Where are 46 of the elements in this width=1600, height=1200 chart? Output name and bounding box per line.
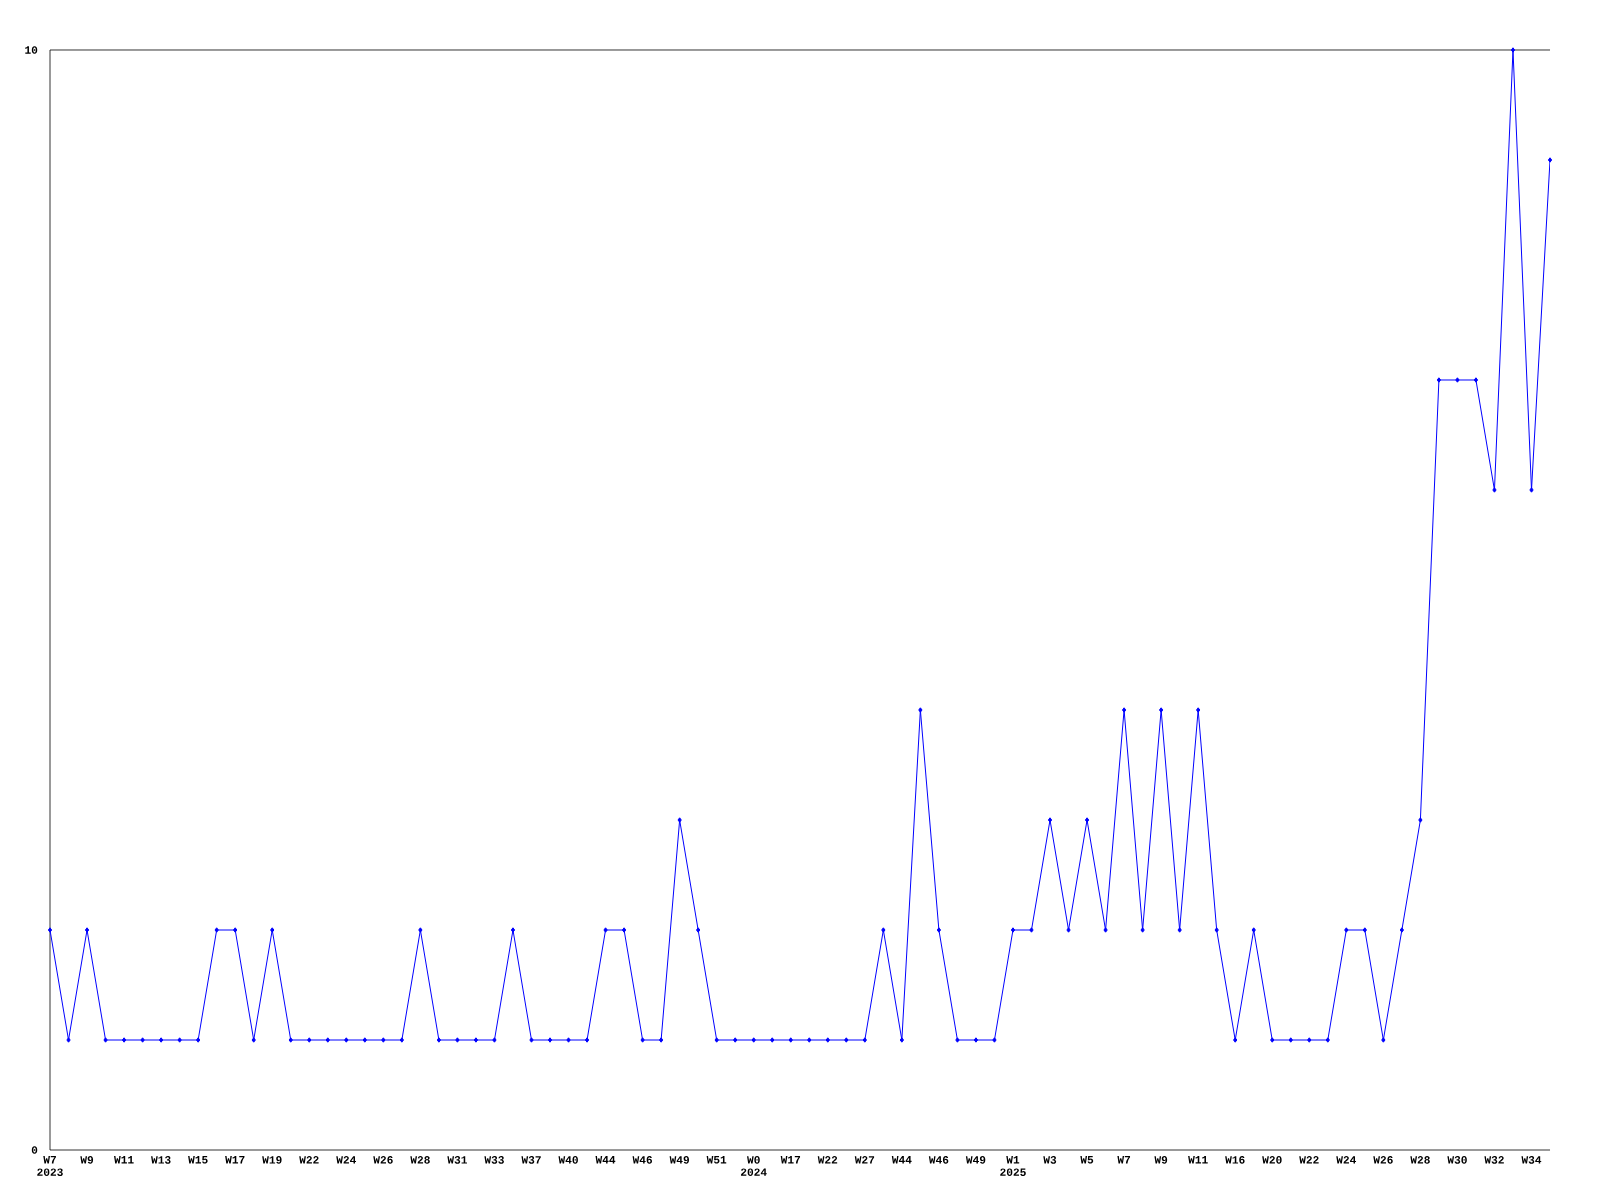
x-tick-label: W40: [558, 1156, 578, 1164]
x-tick-label: W5: [1080, 1156, 1094, 1164]
text: 2023: [37, 1168, 63, 1176]
x-tick-label: W46: [928, 1156, 949, 1164]
x-tick-label: W15: [188, 1156, 208, 1164]
x-tick-label: W16: [1225, 1156, 1245, 1164]
x-tick-label: W37: [521, 1156, 541, 1164]
x-tick-label: W26: [1373, 1156, 1393, 1164]
x-tick-label: W9: [1154, 1156, 1168, 1164]
y-tick-label: 10: [25, 46, 38, 54]
x-tick-label: W51: [706, 1156, 727, 1164]
x-tick-label: W1: [1006, 1156, 1020, 1164]
x-tick-label: W17: [780, 1156, 801, 1164]
x-tick-label: W3: [1043, 1156, 1057, 1164]
x-tick-label: W34: [1521, 1156, 1542, 1164]
x-tick-label: W9: [80, 1156, 94, 1164]
x-tick-label: W33: [484, 1156, 504, 1164]
y-tick-label: 0: [31, 1146, 38, 1154]
x-tick-label: W27: [854, 1156, 875, 1164]
x-tick-label: W22: [817, 1156, 838, 1164]
x-tick-label: W19: [262, 1156, 282, 1164]
x-tick-label: W32: [1484, 1156, 1504, 1164]
x-tick-label: W22: [299, 1156, 319, 1164]
x-tick-label: W26: [373, 1156, 393, 1164]
text: 2025: [1000, 1168, 1026, 1176]
x-tick-label: W11: [114, 1156, 134, 1164]
x-tick-label: W30: [1447, 1156, 1467, 1164]
x-tick-label: W24: [1336, 1156, 1357, 1164]
x-tick-label: W49: [965, 1156, 986, 1164]
x-tick-label: W46: [632, 1156, 653, 1164]
x-tick-label: W20: [1262, 1156, 1282, 1164]
x-tick-label: W44: [891, 1156, 912, 1164]
x-tick-label: W28: [1410, 1156, 1430, 1164]
x-tick-label: W24: [336, 1156, 357, 1164]
x-tick-label: W7: [43, 1156, 56, 1164]
x-tick-label: W31: [447, 1156, 467, 1164]
x-tick-label: W49: [669, 1156, 690, 1164]
x-tick-label: W28: [410, 1156, 430, 1164]
x-tick-label: W22: [1299, 1156, 1319, 1164]
text: 2024: [740, 1168, 767, 1176]
x-tick-label: W17: [225, 1156, 245, 1164]
x-tick-label: W44: [595, 1156, 616, 1164]
x-tick-label: W0: [747, 1156, 760, 1164]
x-tick-label: W7: [1117, 1156, 1131, 1164]
x-tick-label: W11: [1188, 1156, 1208, 1164]
x-tick-label: W13: [151, 1156, 171, 1164]
